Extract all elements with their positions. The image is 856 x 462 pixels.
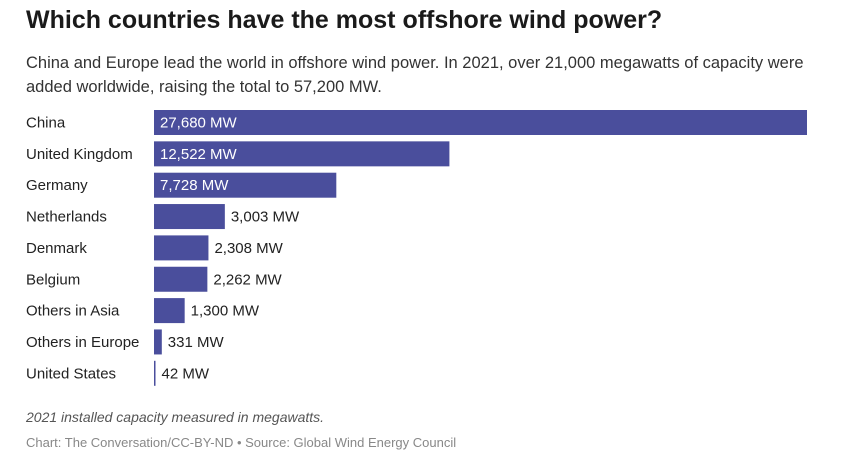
category-label: Others in Asia [26, 303, 120, 320]
bar [154, 298, 185, 324]
category-label: Others in Europe [26, 334, 139, 351]
bar [154, 360, 156, 386]
bar [154, 172, 337, 198]
bar-chart: China 27,680 MW United Kingdom 12,522 MW Ger… [26, 110, 807, 386]
data-label: 1,300 MW [191, 303, 260, 320]
data-label: 42 MW [162, 365, 210, 382]
chart-note: 2021 installed capacity measured in mega… [26, 409, 325, 425]
data-label: 7,728 MW [160, 177, 229, 194]
chart-source: Chart: The Conversation/CC-BY-ND • Sourc… [26, 435, 457, 450]
category-label: Denmark [26, 240, 87, 257]
chart-title: Which countries have the most offshore w… [26, 6, 663, 34]
data-label: 2,262 MW [213, 271, 282, 288]
data-label: 3,003 MW [231, 209, 300, 226]
category-label: United States [26, 365, 116, 382]
category-label: China [26, 115, 66, 132]
bar [154, 266, 208, 292]
data-label: 12,522 MW [160, 146, 238, 163]
data-label: 331 MW [168, 334, 225, 351]
bar [154, 235, 209, 261]
bar [154, 141, 450, 167]
data-label: 27,680 MW [160, 115, 238, 132]
category-label: Belgium [26, 271, 80, 288]
bar [154, 110, 807, 135]
category-label: Netherlands [26, 209, 107, 226]
bar [154, 329, 162, 355]
chart-subtitle: China and Europe lead the world in offsh… [26, 54, 804, 96]
category-label: Germany [26, 177, 88, 194]
bar [154, 204, 225, 230]
data-label: 2,308 MW [214, 240, 283, 257]
category-label: United Kingdom [26, 146, 133, 163]
